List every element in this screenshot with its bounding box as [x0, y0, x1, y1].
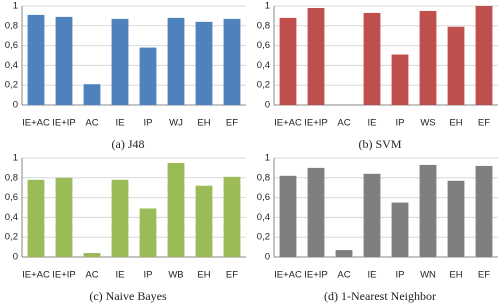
chart-title: (b) SVM	[358, 137, 401, 151]
y-tick-label: 0,2	[5, 232, 18, 243]
chart-title: (d) 1-Nearest Neighbor	[324, 289, 436, 303]
x-tick-label: IE+AC	[22, 118, 50, 129]
x-tick-label: EF	[226, 270, 238, 281]
x-tick-label: IE	[368, 270, 377, 281]
y-tick-label: 0,6	[5, 40, 18, 51]
y-tick-label: 0,6	[257, 40, 270, 51]
x-tick-label: IE+IP	[52, 270, 76, 281]
bar	[447, 26, 465, 105]
x-tick-label: WB	[168, 270, 183, 281]
bar	[419, 164, 437, 257]
chart-title: (c) Naive Bayes	[89, 289, 167, 303]
bar	[55, 16, 73, 105]
bar	[363, 173, 381, 257]
bar	[475, 6, 493, 105]
bar	[363, 12, 381, 105]
y-tick-label: 1	[265, 153, 270, 164]
x-tick-label: IE	[116, 270, 125, 281]
x-tick-label: WS	[420, 118, 435, 129]
y-tick-label: 0,8	[5, 20, 18, 31]
x-tick-label: IP	[144, 270, 153, 281]
x-tick-label: IE+IP	[304, 118, 328, 129]
chart-title: (a) J48	[112, 137, 145, 151]
y-tick-label: 0,2	[5, 80, 18, 91]
y-tick-label: 0	[265, 252, 270, 263]
x-tick-label: WJ	[169, 118, 183, 129]
y-tick-label: 0,8	[257, 20, 270, 31]
x-tick-label: IE+IP	[304, 270, 328, 281]
bar	[167, 17, 185, 106]
x-tick-label: IP	[144, 118, 153, 129]
y-tick-label: 1	[13, 153, 18, 164]
x-tick-label: AC	[85, 118, 98, 129]
bar	[419, 10, 437, 106]
bar	[307, 167, 325, 257]
y-tick-label: 0,4	[5, 60, 18, 71]
x-tick-label: EH	[449, 118, 462, 129]
bar	[167, 162, 185, 257]
x-tick-label: EF	[478, 270, 490, 281]
bar	[195, 21, 213, 106]
y-tick-label: 0,6	[5, 192, 18, 203]
bar	[391, 54, 409, 105]
bar	[475, 165, 493, 257]
x-tick-label: IE+IP	[52, 118, 76, 129]
x-tick-label: IE+AC	[274, 270, 302, 281]
x-tick-label: AC	[337, 270, 350, 281]
x-tick-label: IP	[396, 118, 405, 129]
y-tick-label: 0	[265, 100, 270, 111]
bar	[139, 208, 157, 257]
x-tick-label: AC	[85, 270, 98, 281]
bar	[55, 177, 73, 257]
bar	[307, 7, 325, 105]
bar	[223, 176, 241, 257]
x-tick-label: EH	[197, 118, 210, 129]
y-tick-label: 0,4	[5, 212, 18, 223]
x-tick-label: WN	[420, 270, 436, 281]
bar	[139, 47, 157, 105]
y-tick-label: 1	[13, 1, 18, 12]
y-tick-label: 0,6	[257, 192, 270, 203]
y-tick-label: 0,4	[257, 60, 270, 71]
x-tick-label: IE	[116, 118, 125, 129]
x-tick-label: EF	[478, 118, 490, 129]
x-tick-label: EH	[197, 270, 210, 281]
bar	[195, 185, 213, 257]
bar	[335, 250, 353, 257]
y-tick-label: 0	[13, 252, 18, 263]
bar	[223, 18, 241, 105]
bar	[83, 253, 101, 257]
y-tick-label: 0,2	[257, 80, 270, 91]
x-tick-label: IE	[368, 118, 377, 129]
y-tick-label: 0,8	[5, 172, 18, 183]
x-tick-label: AC	[337, 118, 350, 129]
bar	[111, 179, 129, 257]
y-tick-label: 0,8	[257, 172, 270, 183]
bar	[111, 18, 129, 105]
x-tick-label: EF	[226, 118, 238, 129]
bar	[27, 14, 45, 105]
bar	[279, 17, 297, 106]
bar	[447, 180, 465, 257]
x-tick-label: EH	[449, 270, 462, 281]
bar	[27, 179, 45, 257]
x-tick-label: IE+AC	[22, 270, 50, 281]
y-tick-label: 0,2	[257, 232, 270, 243]
x-tick-label: IP	[396, 270, 405, 281]
y-tick-label: 0,4	[257, 212, 270, 223]
bar	[391, 202, 409, 257]
bar	[279, 175, 297, 257]
x-tick-label: IE+AC	[274, 118, 302, 129]
bar	[83, 84, 101, 105]
y-tick-label: 0	[13, 100, 18, 111]
y-tick-label: 1	[265, 1, 270, 12]
